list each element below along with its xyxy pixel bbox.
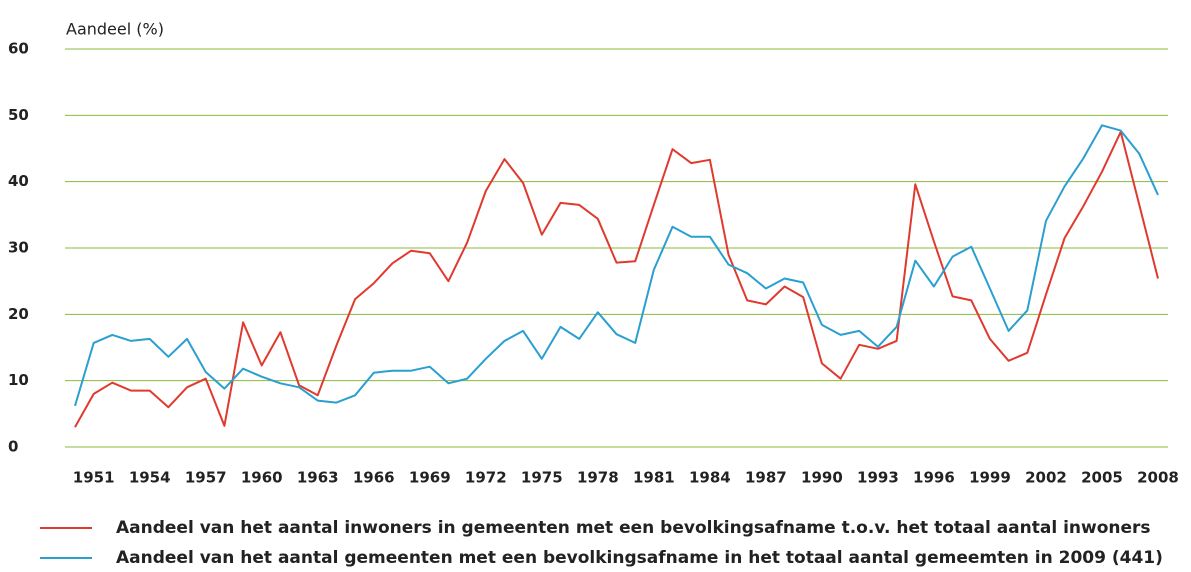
- x-tick-label: 1981: [633, 469, 675, 487]
- y-tick-label: 0: [8, 438, 18, 456]
- x-tick-label: 1975: [521, 469, 563, 487]
- x-tick-label: 2002: [1025, 469, 1067, 487]
- y-tick-label: 60: [8, 40, 29, 58]
- y-tick-label: 10: [8, 371, 29, 389]
- x-tick-label: 1996: [913, 469, 955, 487]
- legend-label: Aandeel van het aantal gemeenten met een…: [116, 548, 1163, 568]
- x-tick-label: 1999: [969, 469, 1011, 487]
- y-tick-label: 30: [8, 239, 29, 257]
- series-line: [74, 124, 1159, 407]
- x-tick-label: 1972: [465, 469, 507, 487]
- x-tick-label: 1954: [129, 469, 171, 487]
- x-tick-label: 1966: [353, 469, 395, 487]
- x-tick-label: 1957: [185, 469, 227, 487]
- x-tick-label: 1993: [857, 469, 899, 487]
- x-tick-label: 1960: [241, 469, 283, 487]
- x-tick-label: 1987: [745, 469, 787, 487]
- legend-label: Aandeel van het aantal inwoners in gemee…: [116, 518, 1151, 538]
- x-tick-label: 2008: [1137, 469, 1179, 487]
- x-tick-label: 1963: [297, 469, 339, 487]
- x-tick-label: 1984: [689, 469, 731, 487]
- series-line: [74, 130, 1159, 428]
- x-tick-label: 1969: [409, 469, 451, 487]
- x-tick-label: 1990: [801, 469, 843, 487]
- y-tick-label: 40: [8, 172, 29, 190]
- x-tick-label: 1978: [577, 469, 619, 487]
- x-tick-label: 1951: [73, 469, 115, 487]
- y-tick-label: 50: [8, 106, 29, 124]
- y-axis-label: Aandeel (%): [66, 20, 164, 39]
- y-tick-label: 20: [8, 305, 29, 323]
- x-tick-label: 2005: [1081, 469, 1123, 487]
